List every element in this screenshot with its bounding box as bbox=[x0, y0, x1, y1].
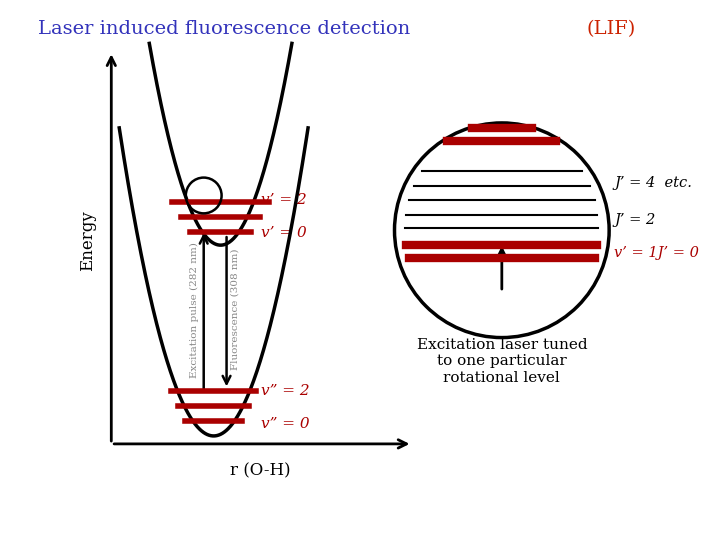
Text: J’ = 2: J’ = 2 bbox=[614, 213, 655, 227]
Text: J’ = 4  etc.: J’ = 4 etc. bbox=[614, 176, 692, 190]
Text: v’ = 0: v’ = 0 bbox=[261, 226, 307, 240]
Text: Excitation pulse (282 nm): Excitation pulse (282 nm) bbox=[190, 242, 199, 377]
Text: Laser induced fluorescence detection: Laser induced fluorescence detection bbox=[37, 19, 410, 38]
Text: r (O-H): r (O-H) bbox=[230, 462, 291, 479]
Text: Excitation laser tuned
to one particular
rotational level: Excitation laser tuned to one particular… bbox=[416, 338, 587, 384]
Text: v” = 2: v” = 2 bbox=[261, 384, 310, 398]
Text: (LIF): (LIF) bbox=[586, 19, 636, 38]
Text: v’ = 1J’ = 0: v’ = 1J’ = 0 bbox=[614, 246, 699, 260]
Text: v’ = 2: v’ = 2 bbox=[261, 193, 307, 207]
Text: Energy: Energy bbox=[79, 210, 96, 271]
Text: Fluorescence (308 nm): Fluorescence (308 nm) bbox=[231, 249, 240, 370]
Text: v” = 0: v” = 0 bbox=[261, 417, 310, 431]
